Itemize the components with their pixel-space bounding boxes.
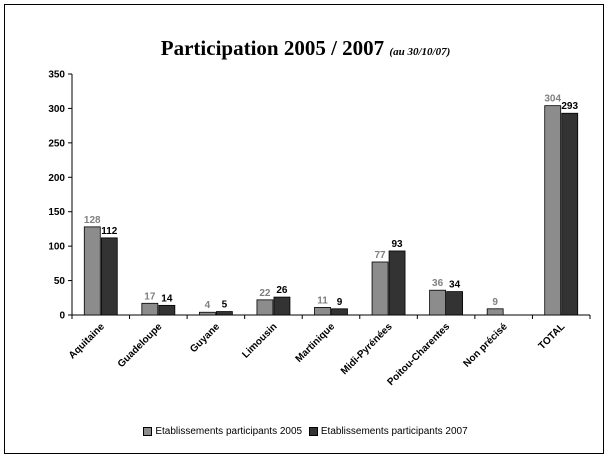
legend-swatch-2005 — [143, 427, 153, 436]
data-label-total-2007: 293 — [561, 101, 578, 112]
bar-guadeloupe-2005 — [141, 302, 159, 316]
legend-label-2005: Etablissements participants 2005 — [155, 426, 303, 437]
y-tick-label-50: 50 — [54, 276, 66, 287]
legend: Etablissements participants 2005 Etablis… — [0, 426, 611, 439]
data-label-midi-pyrenees-2007: 93 — [391, 239, 403, 250]
data-label-guadeloupe-2007: 14 — [161, 293, 173, 304]
data-label-midi-pyrenees-2005: 77 — [374, 250, 386, 261]
x-tick-label-aquitaine: Aquitaine — [67, 321, 107, 361]
bar-total-2007 — [561, 112, 579, 316]
data-label-poitou-charentes-2007: 34 — [449, 280, 461, 291]
y-tick-label-150: 150 — [48, 207, 65, 218]
x-tick-label-total: TOTAL — [537, 321, 568, 352]
data-label-non-precise-2005: 9 — [492, 297, 498, 308]
bar-guyane-2007 — [215, 311, 233, 316]
data-label-poitou-charentes-2005: 36 — [432, 278, 444, 289]
bar-midi-pyrenees-2007 — [388, 250, 406, 316]
bar-guyane-2005 — [198, 311, 216, 316]
data-label-guyane-2007: 5 — [222, 300, 228, 311]
bar-poitou-charentes-2005 — [429, 289, 447, 316]
chart-subtitle: (au 30/10/07) — [389, 46, 451, 58]
bar-guadeloupe-2007 — [158, 304, 176, 316]
legend-label-2007: Etablissements participants 2007 — [320, 426, 468, 437]
legend-item-2007: Etablissements participants 2007 — [308, 426, 468, 437]
legend-swatch-2007 — [308, 427, 318, 436]
chart-title-main: Participation 2005 / 2007 — [160, 36, 385, 60]
y-tick-label-0: 0 — [59, 311, 65, 322]
data-label-limousin-2005: 22 — [259, 288, 271, 299]
x-tick-label-guadeloupe: Guadeloupe — [116, 321, 165, 370]
data-label-aquitaine-2007: 112 — [101, 226, 118, 237]
data-label-martinique-2005: 11 — [317, 295, 328, 306]
legend-item-2005: Etablissements participants 2005 — [143, 426, 302, 437]
bar-poitou-charentes-2007 — [446, 291, 464, 316]
chart-frame — [4, 4, 604, 454]
x-tick-label-non-precise: Non précisé — [462, 321, 511, 370]
y-tick-label-200: 200 — [48, 173, 65, 184]
data-label-total-2005: 304 — [544, 94, 561, 105]
data-label-guyane-2005: 4 — [205, 300, 211, 311]
x-tick-label-poitou-charentes: Poitou-Charentes — [386, 321, 453, 388]
y-tick-label-350: 350 — [48, 70, 65, 81]
data-label-martinique-2007: 9 — [337, 297, 343, 308]
bar-martinique-2007 — [331, 308, 348, 316]
bar-martinique-2005 — [314, 307, 331, 316]
x-tick-label-limousin: Limousin — [240, 321, 279, 360]
y-tick-label-250: 250 — [48, 138, 65, 149]
y-tick-label-300: 300 — [48, 104, 65, 115]
bar-aquitaine-2007 — [100, 237, 118, 316]
bar-non-precise-2005 — [486, 308, 504, 316]
bar-aquitaine-2005 — [83, 226, 101, 316]
chart-title: Participation 2005 / 2007 (au 30/10/07) — [0, 36, 611, 61]
y-tick-label-100: 100 — [48, 242, 65, 253]
bar-limousin-2007 — [273, 296, 291, 316]
data-label-limousin-2007: 26 — [276, 285, 288, 296]
data-label-guadeloupe-2005: 17 — [144, 291, 156, 302]
bar-limousin-2005 — [256, 299, 274, 316]
x-tick-label-martinique: Martinique — [294, 321, 338, 365]
x-tick-label-guyane: Guyane — [188, 321, 222, 355]
x-tick-label-midi-pyrenees: Midi-Pyrénées — [339, 321, 395, 377]
data-label-aquitaine-2005: 128 — [84, 215, 101, 226]
bar-midi-pyrenees-2005 — [371, 261, 389, 316]
bar-total-2005 — [544, 105, 562, 316]
